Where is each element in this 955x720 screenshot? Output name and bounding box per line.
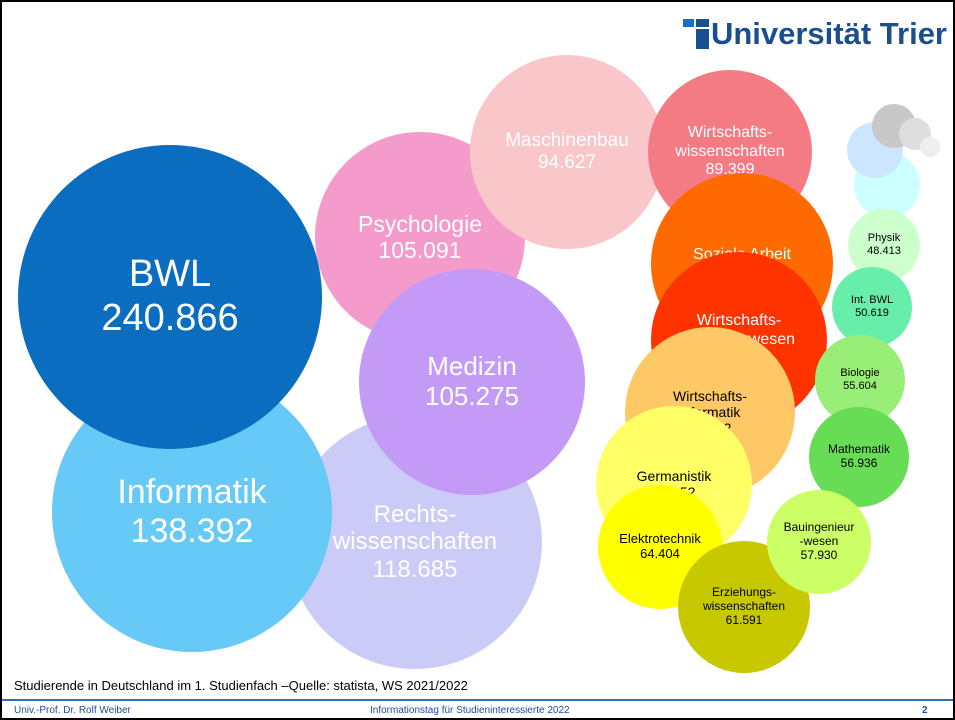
bubble-label: Maschinenbau [505,130,629,152]
bubble: Int. BWL 50.619 [832,267,912,347]
bubble-label: Rechts- wissenschaften [332,500,498,556]
footer-page: 2 [922,705,928,716]
decor-bubble [920,137,940,157]
bubble-label: Psychologie [357,210,483,237]
bubble: Maschinenbau 94.627 [470,55,664,249]
logo-text: Universität Trier [710,16,947,51]
bubble-value: 56.936 [840,456,878,470]
bubble-value: 57.930 [800,547,838,562]
bubble-value: 138.392 [130,512,254,550]
bubble-value: 105.091 [378,237,462,263]
bubble-value: 94.627 [537,152,597,173]
logo: Universität Trier [681,16,947,52]
bubble: BWL 240.866 [18,145,322,449]
bubble-value: 55.604 [843,380,877,392]
bubble-label: Informatik [117,472,267,511]
footer-rule [2,699,953,701]
bubble-label: Wirtschafts- wissenschaften [675,124,785,160]
bubble-value: 48.413 [867,245,901,257]
footer-author: Univ.-Prof. Dr. Rolf Weiber [14,705,131,716]
bubble-label: Bauingenieur -wesen [783,520,855,549]
source-note: Studierende in Deutschland im 1. Studien… [14,678,468,693]
bubble-value: 118.685 [372,555,458,583]
bubble-value: 105.275 [425,381,519,411]
bubble-value: 64.404 [640,546,680,561]
bubble-value: 61.591 [725,612,763,627]
bubble-value: 240.866 [101,297,239,339]
bubble-label: Int. BWL [850,294,894,307]
bubble-label: BWL [128,253,212,296]
bubble: Medizin 105.275 [359,269,585,495]
bubble-value: 50.619 [855,307,889,319]
logo-icon [682,19,709,49]
bubble-label: Elektrotechnik [619,531,701,547]
bubble-label: Erziehungs- wissenschaften [702,585,786,614]
bubble-label: Biologie [840,367,880,380]
bubble-label: Germanistik [636,467,712,484]
bubble-label: Mathematik [827,442,891,457]
bubble-label: Physik [867,232,901,245]
footer-event: Informationstag für Studieninteressierte… [370,705,570,716]
bubble: Bauingenieur -wesen 57.930 [767,490,871,594]
bubble-label: Medizin [427,351,517,382]
